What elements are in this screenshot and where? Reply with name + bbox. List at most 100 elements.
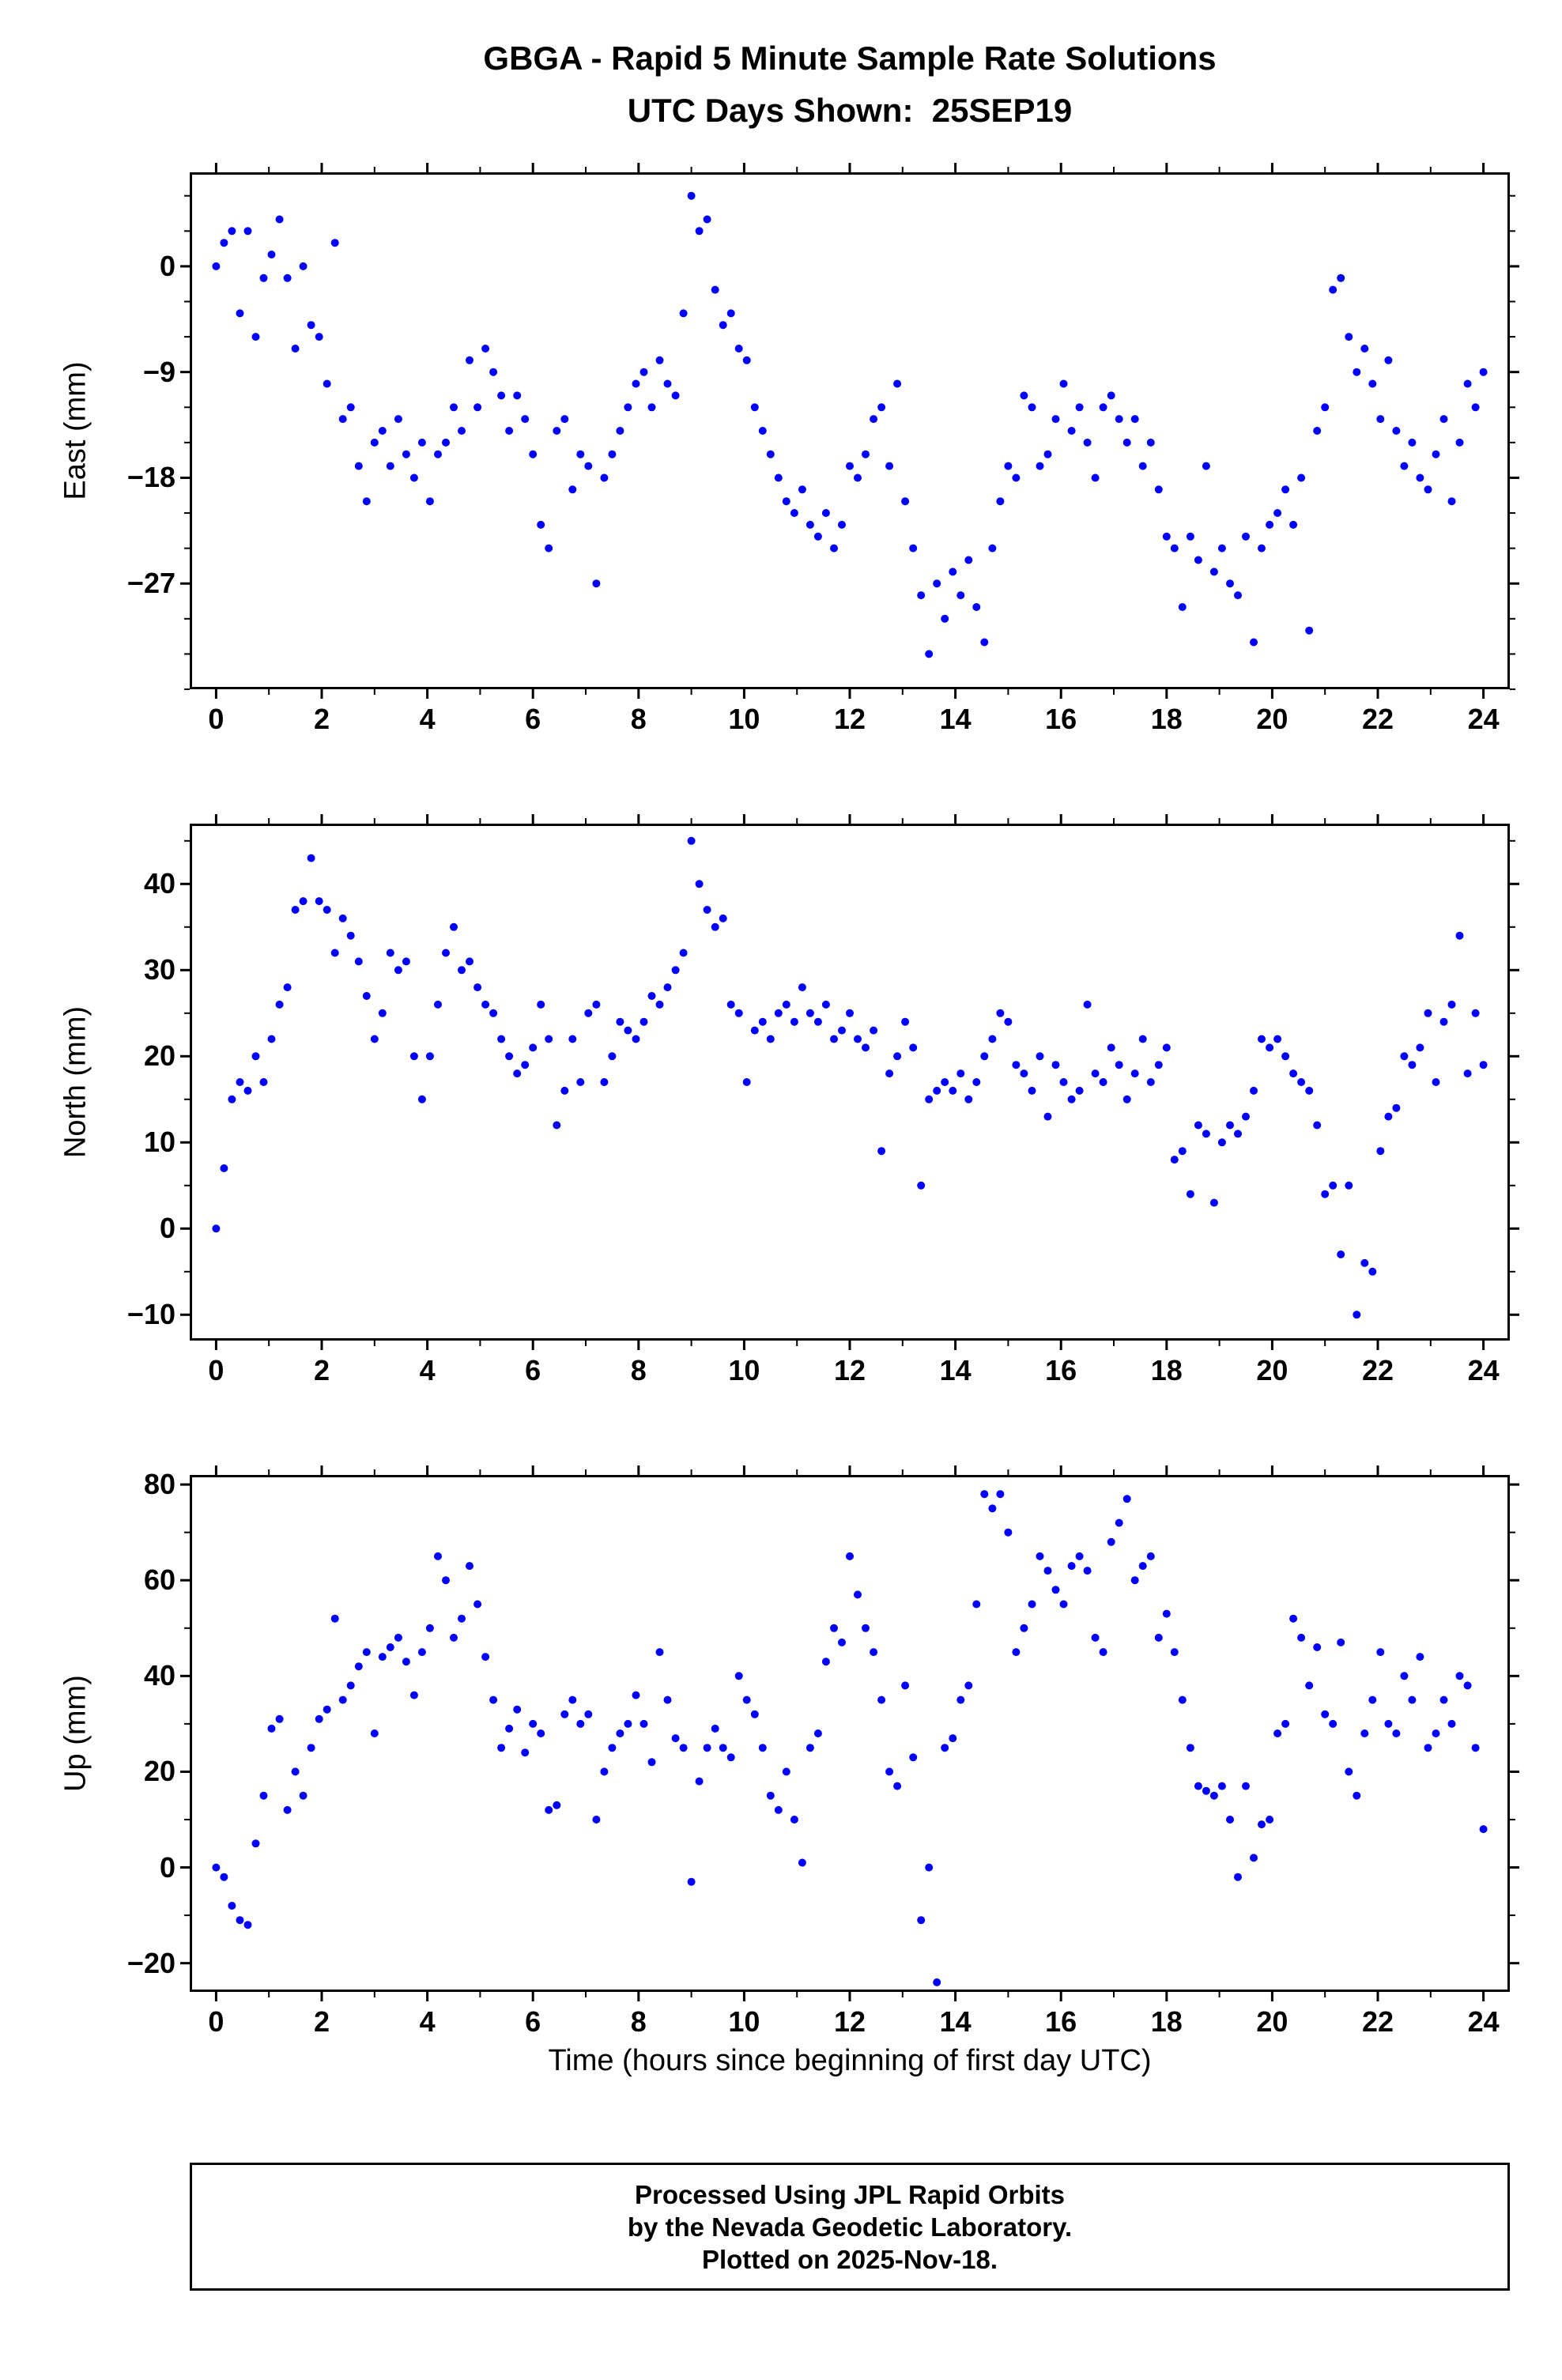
- data-point: [545, 1035, 553, 1043]
- data-point: [790, 509, 798, 517]
- data-point: [1051, 1061, 1060, 1069]
- up-plot: 0 2 4 6 8 10 12 14 16 18 20 22 24 80 60 40 20 0 −20: [127, 1465, 1519, 2038]
- data-point: [545, 544, 553, 553]
- data-point: [972, 1600, 981, 1609]
- data-point: [592, 579, 601, 588]
- data-point: [434, 450, 442, 458]
- data-point: [671, 391, 680, 400]
- up-x-tick-label: 0: [208, 2005, 224, 2038]
- data-point: [1162, 1609, 1171, 1618]
- data-point: [481, 345, 490, 353]
- data-point: [1004, 462, 1013, 470]
- data-point: [1408, 438, 1417, 447]
- data-point: [1028, 1600, 1036, 1609]
- east-x-tick-label: 0: [208, 703, 224, 735]
- data-point: [1020, 1624, 1028, 1632]
- data-point: [474, 983, 482, 992]
- data-point: [1408, 1695, 1417, 1704]
- data-point: [1178, 1147, 1187, 1156]
- up-x-tick-label: 4: [419, 2005, 436, 2038]
- data-point: [624, 1026, 632, 1035]
- data-point: [1376, 415, 1385, 424]
- data-point: [719, 914, 727, 922]
- data-point: [267, 1724, 276, 1733]
- data-point: [1266, 1043, 1274, 1052]
- data-point: [1209, 568, 1218, 576]
- data-point: [806, 1009, 814, 1017]
- data-point: [1289, 520, 1298, 529]
- north-x-tick-label: 16: [1045, 1354, 1077, 1386]
- north-x-tick-label: 18: [1150, 1354, 1183, 1386]
- east-plot: 0 2 4 6 8 10 12 14 16 18 20 22 24 0 −9 −18 −27: [127, 163, 1519, 735]
- data-point: [259, 1791, 268, 1800]
- data-point: [1107, 1043, 1115, 1052]
- data-point: [726, 1753, 735, 1762]
- data-point: [1353, 368, 1361, 376]
- data-point: [838, 1638, 846, 1646]
- data-point: [988, 544, 997, 553]
- data-point: [766, 1035, 775, 1043]
- data-point: [996, 497, 1005, 506]
- data-point: [996, 1009, 1005, 1017]
- data-point: [1091, 1633, 1100, 1642]
- data-point: [1107, 1537, 1115, 1546]
- data-point: [933, 1978, 941, 1986]
- data-point: [925, 1863, 934, 1872]
- data-point: [742, 356, 751, 364]
- data-point: [251, 1839, 260, 1848]
- data-point: [854, 473, 862, 482]
- data-point: [647, 403, 656, 412]
- data-point: [1329, 1719, 1338, 1728]
- up-x-tick-label: 18: [1150, 2005, 1183, 2038]
- data-point: [862, 1624, 870, 1632]
- data-point: [481, 1000, 490, 1009]
- data-point: [1432, 1078, 1440, 1086]
- data-point: [640, 368, 648, 376]
- data-point: [560, 1710, 569, 1718]
- data-point: [1138, 1035, 1147, 1043]
- data-point: [750, 403, 759, 412]
- data-point: [1432, 1729, 1440, 1737]
- page-subtitle: UTC Days Shown: 25SEP19: [627, 92, 1073, 129]
- up-x-tick-label: 2: [313, 2005, 330, 2038]
- data-point: [425, 1052, 434, 1061]
- data-point: [695, 880, 704, 888]
- data-point: [782, 1000, 790, 1009]
- data-point: [980, 638, 989, 647]
- data-point: [917, 591, 926, 600]
- east-x-tick-label: 20: [1256, 703, 1288, 735]
- data-point: [338, 914, 347, 922]
- up-y-tick-label: 60: [143, 1563, 175, 1597]
- data-point: [1266, 520, 1274, 529]
- data-point: [1209, 1198, 1218, 1207]
- data-point: [354, 1662, 363, 1671]
- data-point: [1012, 1061, 1021, 1069]
- data-point: [941, 614, 949, 623]
- data-point: [1305, 1086, 1314, 1095]
- data-point: [409, 1052, 418, 1061]
- data-point: [821, 1658, 830, 1666]
- data-point: [1273, 509, 1282, 517]
- data-point: [1463, 1681, 1472, 1690]
- data-point: [553, 427, 561, 435]
- data-point: [1400, 1672, 1409, 1680]
- data-point: [521, 1748, 530, 1757]
- east-x-tick-label: 10: [728, 703, 760, 735]
- data-point: [323, 1705, 331, 1714]
- data-point: [1479, 368, 1488, 376]
- data-point: [497, 1035, 506, 1043]
- data-point: [933, 1086, 941, 1095]
- data-point: [624, 1719, 632, 1728]
- data-point: [1146, 438, 1155, 447]
- data-point: [1273, 1729, 1282, 1737]
- data-point: [1178, 603, 1187, 611]
- north-x-tick-label: 24: [1467, 1354, 1500, 1386]
- east-x-tick-label: 2: [313, 703, 330, 735]
- data-point: [458, 1614, 466, 1623]
- data-point: [378, 1009, 387, 1017]
- data-point: [584, 1009, 593, 1017]
- data-point: [671, 1734, 680, 1743]
- east-x-tick-label: 22: [1361, 703, 1394, 735]
- data-point: [1424, 1744, 1432, 1752]
